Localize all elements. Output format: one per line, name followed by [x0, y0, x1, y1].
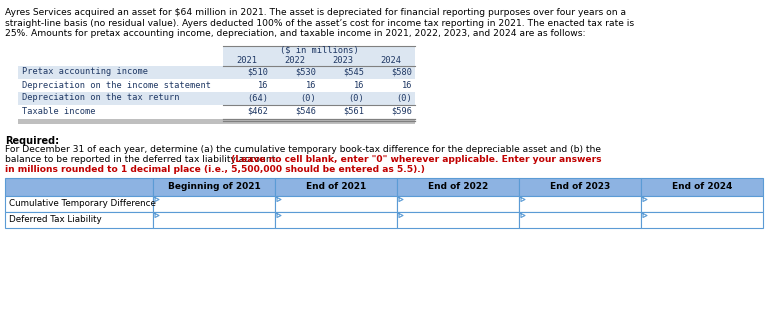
- Text: (Leave no cell blank, enter "0" wherever applicable. Enter your answers: (Leave no cell blank, enter "0" wherever…: [228, 156, 601, 165]
- Text: (0): (0): [348, 94, 364, 103]
- Bar: [5, 177, 153, 195]
- Text: Ayres Services acquired an asset for $64 million in 2021. The asset is depreciat: Ayres Services acquired an asset for $64…: [5, 8, 626, 17]
- Bar: [5, 195, 153, 211]
- Text: $510: $510: [247, 68, 268, 77]
- Text: $596: $596: [391, 107, 412, 116]
- Bar: [18, 66, 223, 79]
- Bar: [275, 211, 397, 227]
- Text: End of 2023: End of 2023: [550, 182, 610, 191]
- Bar: [397, 177, 519, 195]
- Bar: [397, 211, 519, 227]
- Text: balance to be reported in the deferred tax liability account.: balance to be reported in the deferred t…: [5, 156, 278, 165]
- Text: Deferred Tax Liability: Deferred Tax Liability: [9, 215, 101, 224]
- Bar: [223, 105, 415, 118]
- Text: 16: 16: [354, 81, 364, 90]
- Text: 2022: 2022: [285, 56, 305, 65]
- Bar: [223, 92, 415, 105]
- Text: 2021: 2021: [236, 56, 258, 65]
- Bar: [519, 211, 641, 227]
- Bar: [153, 195, 275, 211]
- Bar: [519, 195, 641, 211]
- Text: $530: $530: [295, 68, 316, 77]
- Bar: [18, 92, 223, 105]
- Text: 16: 16: [305, 81, 316, 90]
- Bar: [18, 119, 415, 124]
- Text: $545: $545: [343, 68, 364, 77]
- Text: (64): (64): [247, 94, 268, 103]
- Bar: [153, 211, 275, 227]
- Bar: [641, 195, 763, 211]
- Text: $462: $462: [247, 107, 268, 116]
- Text: $580: $580: [391, 68, 412, 77]
- Text: End of 2022: End of 2022: [428, 182, 488, 191]
- Bar: [5, 211, 153, 227]
- Text: Depreciation on the tax return: Depreciation on the tax return: [22, 94, 179, 103]
- Text: 2024: 2024: [380, 56, 401, 65]
- Bar: [18, 79, 223, 92]
- Bar: [519, 177, 641, 195]
- Text: Beginning of 2021: Beginning of 2021: [168, 182, 260, 191]
- Bar: [275, 195, 397, 211]
- Bar: [223, 56, 415, 66]
- Text: Taxable income: Taxable income: [22, 107, 96, 116]
- Text: End of 2021: End of 2021: [306, 182, 366, 191]
- Bar: [641, 177, 763, 195]
- Text: $546: $546: [295, 107, 316, 116]
- Text: End of 2024: End of 2024: [672, 182, 732, 191]
- Text: $561: $561: [343, 107, 364, 116]
- Text: 25%. Amounts for pretax accounting income, depreciation, and taxable income in 2: 25%. Amounts for pretax accounting incom…: [5, 29, 585, 38]
- Bar: [223, 66, 415, 79]
- Bar: [223, 46, 415, 56]
- Text: (0): (0): [300, 94, 316, 103]
- Bar: [641, 211, 763, 227]
- Text: straight-line basis (no residual value). Ayers deducted 100% of the asset’s cost: straight-line basis (no residual value).…: [5, 19, 634, 28]
- Bar: [223, 79, 415, 92]
- Text: For December 31 of each year, determine (a) the cumulative temporary book-tax di: For December 31 of each year, determine …: [5, 146, 601, 155]
- Text: in millions rounded to 1 decimal place (i.e., 5,500,000 should be entered as 5.5: in millions rounded to 1 decimal place (…: [5, 166, 425, 174]
- Text: Depreciation on the income statement: Depreciation on the income statement: [22, 81, 211, 90]
- Bar: [275, 177, 397, 195]
- Bar: [18, 105, 223, 118]
- Text: Cumulative Temporary Difference: Cumulative Temporary Difference: [9, 199, 156, 208]
- Bar: [153, 177, 275, 195]
- Text: Required:: Required:: [5, 136, 59, 146]
- Bar: [397, 195, 519, 211]
- Text: 2023: 2023: [333, 56, 354, 65]
- Text: ($ in millions): ($ in millions): [280, 46, 358, 55]
- Text: 16: 16: [401, 81, 412, 90]
- Text: 16: 16: [258, 81, 268, 90]
- Text: Pretax accounting income: Pretax accounting income: [22, 68, 148, 77]
- Text: (0): (0): [397, 94, 412, 103]
